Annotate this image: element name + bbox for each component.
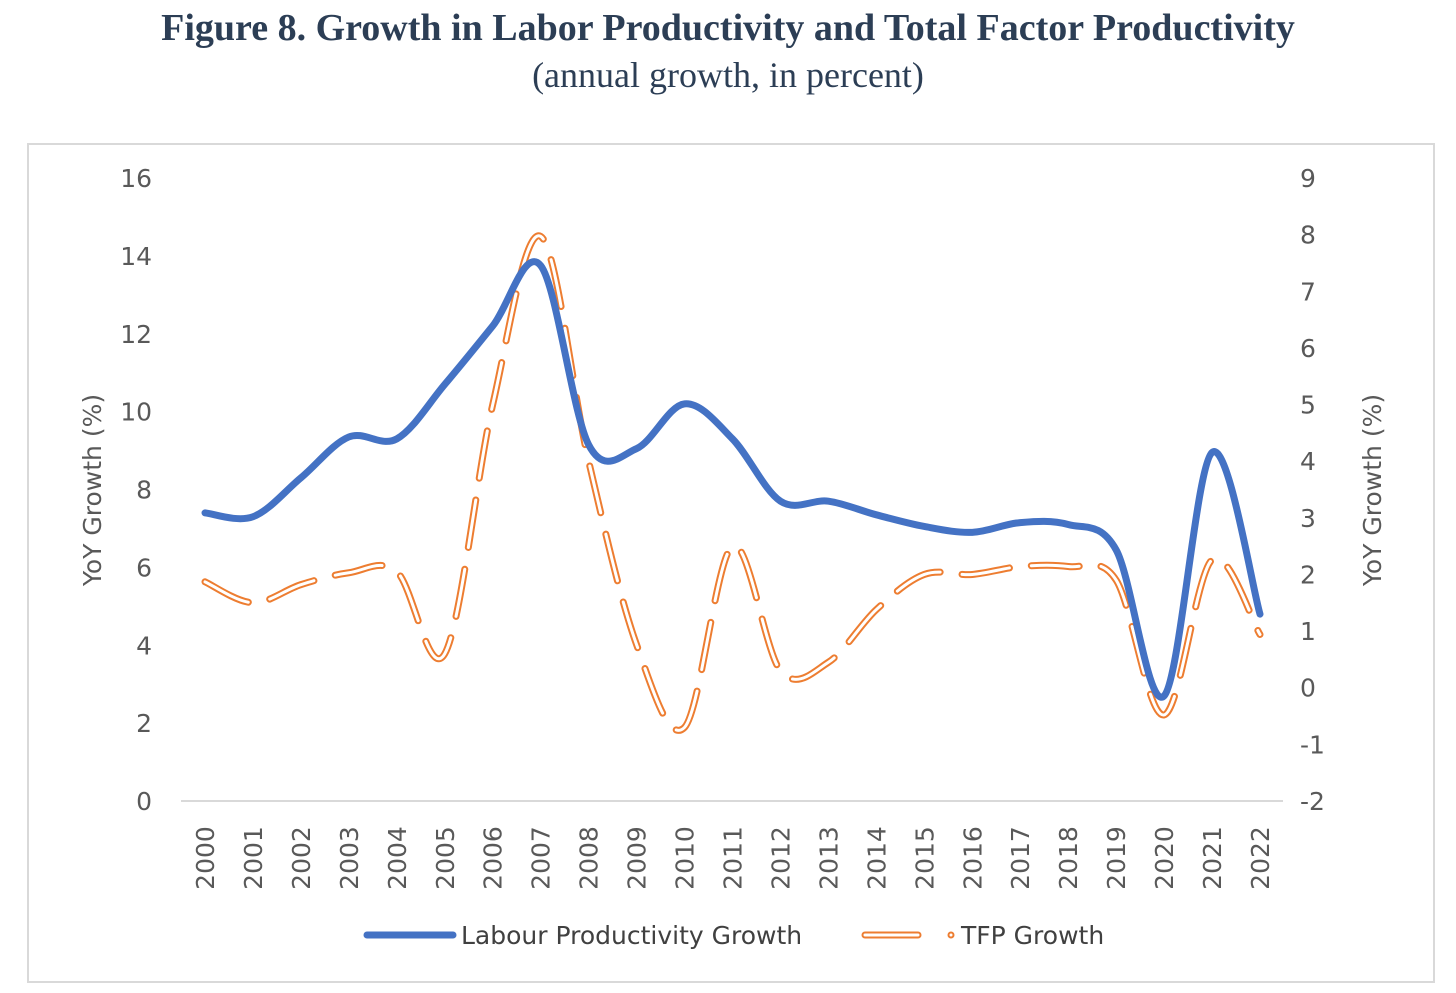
y-tick-label-left: 4 bbox=[136, 631, 152, 660]
x-tick-label: 2015 bbox=[910, 826, 939, 890]
y-tick-label-left: 0 bbox=[136, 787, 152, 816]
y-tick-label-left: 8 bbox=[136, 476, 152, 505]
y-tick-label-left: 14 bbox=[120, 242, 152, 271]
x-tick-label: 2010 bbox=[671, 826, 700, 890]
x-tick-label: 2016 bbox=[958, 826, 987, 890]
y-tick-label-right: 0 bbox=[1300, 674, 1316, 703]
series-line-labour bbox=[201, 258, 1264, 701]
x-tick-label: 2001 bbox=[239, 826, 268, 890]
y-tick-label-right: 3 bbox=[1300, 504, 1316, 533]
y-tick-label-right: -2 bbox=[1300, 787, 1325, 816]
x-tick-label: 2004 bbox=[383, 826, 412, 890]
y-tick-label-right: 9 bbox=[1300, 164, 1316, 193]
x-tick-label: 2005 bbox=[431, 826, 460, 890]
y-tick-label-left: 10 bbox=[120, 398, 152, 427]
x-tick-label: 2008 bbox=[575, 826, 604, 890]
x-tick-label: 2014 bbox=[862, 826, 891, 890]
y-tick-label-left: 12 bbox=[120, 320, 152, 349]
y-tick-label-right: 1 bbox=[1300, 617, 1316, 646]
y-tick-label-right: 8 bbox=[1300, 221, 1316, 250]
x-tick-label: 2007 bbox=[527, 826, 556, 890]
legend: Labour Productivity Growth TFP Growth bbox=[363, 921, 1104, 950]
x-tick-label: 2003 bbox=[335, 826, 364, 890]
x-tick-label: 2009 bbox=[623, 826, 652, 890]
series-line-tfp-inner bbox=[203, 234, 1262, 732]
y-tick-label-right: 7 bbox=[1300, 277, 1316, 306]
x-tick-label: 2013 bbox=[814, 826, 843, 890]
x-tick-label: 2011 bbox=[719, 826, 748, 890]
x-tick-label: 2006 bbox=[479, 826, 508, 890]
x-tick-label: 2021 bbox=[1198, 826, 1227, 890]
y-tick-label-right: 2 bbox=[1300, 560, 1316, 589]
x-tick-label: 2002 bbox=[287, 826, 316, 890]
x-tick-label: 2022 bbox=[1246, 826, 1275, 890]
legend-label-labour: Labour Productivity Growth bbox=[461, 921, 802, 950]
y-tick-label-right: 5 bbox=[1300, 391, 1316, 420]
legend-label-tfp: TFP Growth bbox=[960, 921, 1104, 950]
series-line-tfp bbox=[201, 232, 1264, 734]
y-axis-label-left: YoY Growth (%) bbox=[78, 394, 107, 587]
y-tick-label-right: 6 bbox=[1300, 334, 1316, 363]
x-tick-label: 2020 bbox=[1150, 826, 1179, 890]
x-tick-label: 2018 bbox=[1054, 826, 1083, 890]
x-tick-label: 2012 bbox=[766, 826, 795, 890]
x-tick-label: 2000 bbox=[191, 826, 220, 890]
y-axis-label-right: YoY Growth (%) bbox=[1358, 394, 1387, 587]
x-tick-label: 2019 bbox=[1102, 826, 1131, 890]
chart-title: Figure 8. Growth in Labor Productivity a… bbox=[161, 7, 1295, 49]
y-tick-label-left: 6 bbox=[136, 553, 152, 582]
y-tick-label-left: 16 bbox=[120, 164, 152, 193]
y-tick-label-left: 2 bbox=[136, 709, 152, 738]
y-tick-label-right: -1 bbox=[1300, 730, 1325, 759]
y-tick-label-right: 4 bbox=[1300, 447, 1316, 476]
x-tick-label: 2017 bbox=[1006, 826, 1035, 890]
chart-subtitle: (annual growth, in percent) bbox=[532, 55, 924, 95]
chart-frame bbox=[27, 143, 1435, 983]
